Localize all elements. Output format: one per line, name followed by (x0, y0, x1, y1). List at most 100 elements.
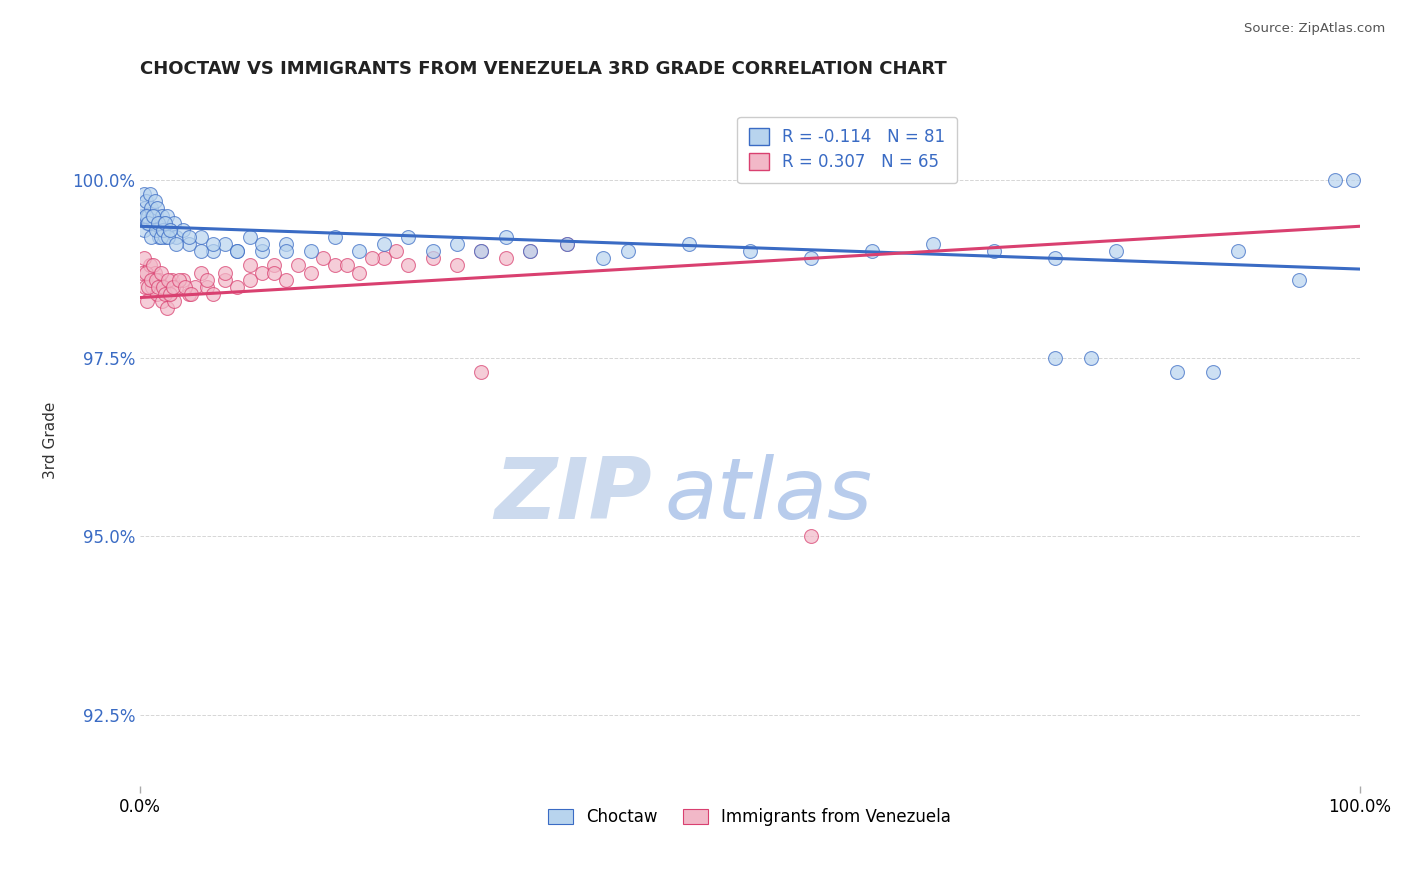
Point (135, 266, 157, 280)
Point (132, 252, 155, 266)
Point (184, 280, 207, 294)
Point (470, 365, 492, 379)
Point (172, 223, 194, 237)
Point (202, 237, 225, 252)
Point (160, 273, 183, 287)
Point (1104, 244, 1126, 259)
Point (134, 280, 156, 294)
Point (349, 266, 371, 280)
Point (145, 273, 167, 287)
Point (135, 209, 157, 223)
Point (470, 244, 492, 259)
Point (148, 273, 170, 287)
Point (141, 209, 163, 223)
Point (148, 230, 170, 244)
Point (145, 209, 167, 223)
Point (156, 301, 179, 316)
Point (145, 223, 167, 237)
Point (132, 187, 155, 202)
Point (1343, 173, 1365, 187)
Point (239, 230, 262, 244)
Point (336, 259, 359, 273)
Point (250, 266, 273, 280)
Point (131, 266, 153, 280)
Point (616, 244, 638, 259)
Point (299, 266, 322, 280)
Point (159, 287, 181, 301)
Point (396, 259, 419, 273)
Point (239, 259, 262, 273)
Point (263, 259, 285, 273)
Point (1080, 351, 1102, 366)
Point (422, 244, 444, 259)
Point (132, 223, 155, 237)
Point (738, 244, 761, 259)
Point (149, 230, 172, 244)
Point (195, 280, 218, 294)
Point (1166, 365, 1188, 379)
Point (146, 280, 169, 294)
Point (239, 273, 262, 287)
Point (156, 230, 179, 244)
Point (276, 273, 298, 287)
Point (323, 230, 346, 244)
Text: CHOCTAW VS IMMIGRANTS FROM VENEZUELA 3RD GRADE CORRELATION CHART: CHOCTAW VS IMMIGRANTS FROM VENEZUELA 3RD… (139, 60, 946, 78)
Point (135, 194, 157, 209)
Point (250, 237, 273, 252)
Text: ZIP: ZIP (495, 454, 652, 537)
Point (142, 259, 165, 273)
Point (446, 259, 468, 273)
Point (167, 273, 190, 287)
Point (155, 216, 177, 230)
Point (146, 202, 169, 216)
Point (800, 529, 823, 543)
Point (373, 252, 395, 266)
Point (146, 223, 169, 237)
Point (1288, 273, 1310, 287)
Point (190, 244, 212, 259)
Point (276, 237, 298, 252)
Point (385, 244, 408, 259)
Point (163, 216, 186, 230)
Point (349, 244, 371, 259)
Point (139, 202, 162, 216)
Point (190, 230, 212, 244)
Point (163, 294, 186, 309)
Point (146, 287, 169, 301)
Point (1226, 244, 1249, 259)
Point (136, 294, 159, 309)
Point (172, 273, 194, 287)
Point (263, 266, 285, 280)
Point (138, 187, 160, 202)
Point (180, 287, 202, 301)
Point (1043, 351, 1066, 366)
Point (373, 237, 395, 252)
Point (519, 244, 541, 259)
Point (287, 259, 309, 273)
Point (166, 237, 188, 252)
Point (323, 259, 346, 273)
Point (299, 244, 322, 259)
Point (138, 259, 160, 273)
Point (153, 280, 176, 294)
Point (226, 280, 249, 294)
Point (177, 230, 200, 244)
Point (226, 244, 249, 259)
Point (156, 273, 179, 287)
Point (143, 266, 166, 280)
Point (312, 252, 335, 266)
Point (141, 280, 163, 294)
Point (157, 287, 180, 301)
Point (202, 287, 225, 301)
Point (519, 244, 541, 259)
Point (159, 223, 181, 237)
Point (555, 237, 578, 252)
Point (983, 244, 1005, 259)
Point (195, 273, 218, 287)
Point (159, 223, 181, 237)
Point (250, 244, 273, 259)
Point (555, 237, 578, 252)
Point (495, 252, 517, 266)
Point (152, 223, 174, 237)
Point (149, 266, 172, 280)
